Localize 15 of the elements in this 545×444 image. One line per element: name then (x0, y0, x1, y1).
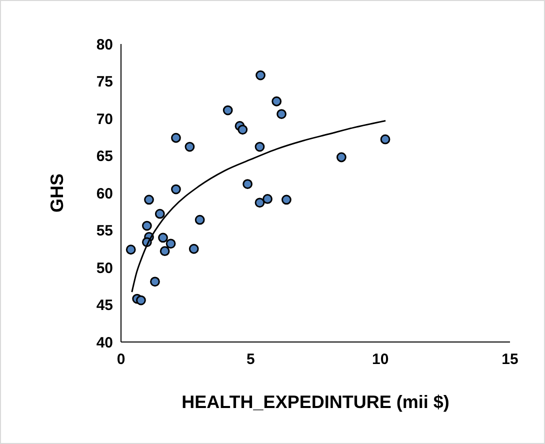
x-axis-title: HEALTH_EXPEDINTURE (mii $) (182, 392, 450, 412)
y-tick-label: 50 (96, 260, 113, 277)
x-tick-label: 0 (116, 351, 126, 368)
y-tick-label: 80 (96, 36, 113, 54)
y-tick-label: 75 (96, 74, 113, 90)
x-tick-label: 10 (372, 351, 389, 368)
y-tick-label: 55 (96, 222, 113, 240)
y-tick-label: 60 (96, 185, 113, 202)
y-axis-title: GHS (47, 173, 67, 213)
y-tick-label: 40 (96, 334, 113, 352)
y-tick-label: 45 (96, 297, 113, 314)
x-tick-label: 15 (502, 351, 518, 368)
x-tick-label: 5 (246, 351, 255, 368)
y-tick-label: 70 (96, 110, 113, 128)
y-tick-label: 65 (96, 148, 113, 165)
